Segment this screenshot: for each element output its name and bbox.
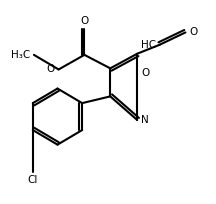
Text: H₃C: H₃C	[11, 50, 31, 60]
Text: N: N	[141, 115, 149, 125]
Text: Cl: Cl	[28, 175, 38, 185]
Text: O: O	[189, 27, 198, 37]
Text: O: O	[46, 64, 55, 74]
Text: HC: HC	[141, 40, 156, 50]
Text: O: O	[141, 68, 149, 78]
Text: O: O	[80, 16, 89, 26]
